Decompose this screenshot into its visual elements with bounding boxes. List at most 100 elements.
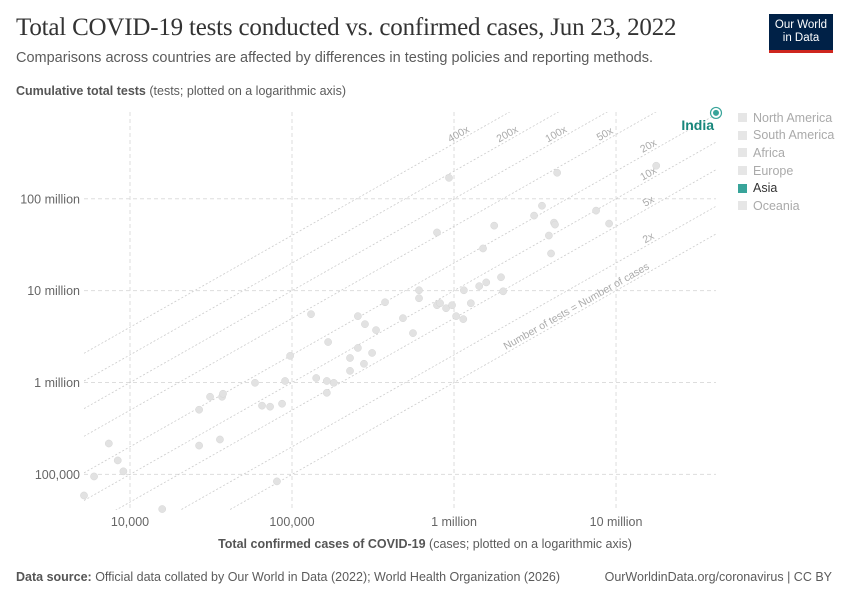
data-point	[322, 377, 331, 385]
legend-label: Europe	[753, 163, 794, 178]
data-point	[312, 374, 321, 382]
data-point	[195, 441, 203, 450]
data-point	[466, 299, 475, 308]
data-point	[452, 312, 460, 320]
data-point	[251, 378, 259, 387]
data-point	[381, 298, 389, 307]
data-point	[258, 401, 266, 410]
ratio-line	[84, 112, 560, 382]
data-point	[281, 377, 289, 385]
point-label-india: India	[681, 117, 714, 133]
ratio-line-label: Number of tests = Number of cases	[502, 261, 652, 353]
data-point	[219, 389, 227, 398]
data-point	[547, 249, 555, 258]
legend-label: Asia	[753, 181, 778, 196]
data-point	[195, 405, 203, 414]
data-point	[409, 329, 417, 337]
legend-swatch	[738, 183, 747, 193]
owid-logo[interactable]: Our World in Data	[769, 14, 833, 53]
data-point	[273, 477, 281, 486]
y-axis-label-bold: Cumulative total tests	[16, 84, 146, 98]
ratio-line	[179, 205, 716, 510]
data-point-india	[713, 109, 719, 116]
ratio-line	[84, 112, 608, 409]
legend: North America South America Africa Europe As…	[738, 109, 834, 215]
legend-item-africa[interactable]: Africa	[738, 144, 834, 162]
data-point	[158, 505, 167, 513]
data-point	[479, 244, 487, 253]
source-link[interactable]: OurWorldinData.org/coronavirus | CC BY	[604, 570, 832, 584]
ratio-line	[84, 141, 716, 501]
data-point	[652, 161, 661, 170]
data-point	[329, 378, 338, 387]
data-source-label: Data source:	[16, 570, 92, 584]
legend-swatch	[738, 130, 747, 140]
data-point	[490, 221, 499, 230]
data-point	[307, 310, 315, 319]
ratio-line-label: 2x	[641, 230, 657, 246]
legend-label: Africa	[753, 145, 785, 160]
x-axis-label-bold: Total confirmed cases of COVID-19	[218, 537, 426, 551]
legend-label: North America	[753, 110, 833, 125]
ratio-line	[228, 233, 716, 510]
ratio-line	[84, 112, 511, 354]
ratio-line	[84, 112, 657, 437]
data-point	[605, 219, 613, 228]
data-point	[499, 287, 508, 296]
data-point	[442, 304, 450, 313]
y-axis-label: Cumulative total tests (tests; plotted o…	[16, 84, 346, 98]
x-tick-label: 100,000	[269, 515, 314, 529]
ratio-line-label: 50x	[595, 125, 616, 144]
legend-swatch	[738, 113, 747, 123]
ratio-line-label: 5x	[641, 193, 657, 209]
chart-subtitle: Comparisons across countries are affecte…	[16, 50, 654, 66]
data-point	[90, 472, 98, 481]
ratio-line-label: 400x	[446, 123, 472, 145]
legend-item-south-america[interactable]: South America	[738, 127, 834, 145]
x-tick-label: 10 million	[590, 515, 643, 529]
data-point	[206, 392, 214, 401]
data-point	[80, 491, 88, 500]
legend-item-europe[interactable]: Europe	[738, 162, 834, 180]
data-point	[433, 228, 441, 237]
data-point	[436, 299, 444, 308]
data-point	[119, 467, 128, 476]
ratio-line-label: 200x	[495, 123, 521, 145]
data-point	[482, 278, 491, 287]
x-axis-label-rest: (cases; plotted on a logarithmic axis)	[425, 537, 632, 551]
data-point	[475, 282, 484, 290]
ratio-line-label: 100x	[543, 123, 569, 145]
data-point	[445, 173, 453, 182]
data-point	[113, 456, 122, 465]
data-point	[324, 338, 332, 346]
data-point	[448, 301, 456, 310]
legend-item-oceania[interactable]: Oceania	[738, 197, 834, 215]
data-point	[360, 359, 368, 368]
data-point	[553, 168, 561, 177]
legend-label: South America	[753, 128, 835, 143]
data-point	[346, 354, 354, 362]
y-axis-label-rest: (tests; plotted on a logarithmic axis)	[145, 84, 346, 98]
data-point	[354, 344, 362, 352]
data-point	[592, 206, 600, 215]
data-point	[286, 352, 294, 360]
data-point	[530, 211, 538, 220]
data-point	[322, 388, 331, 397]
data-point	[545, 231, 553, 240]
data-point	[354, 312, 362, 320]
data-point	[104, 439, 113, 448]
legend-swatch	[738, 201, 747, 211]
data-source: Data source: Official data collated by O…	[16, 570, 560, 584]
chart-title: Total COVID-19 tests conducted vs. confi…	[16, 14, 677, 41]
data-source-text: Official data collated by Our World in D…	[91, 570, 561, 584]
data-point	[266, 402, 274, 411]
legend-item-north-america[interactable]: North America	[738, 109, 834, 127]
data-point	[278, 399, 286, 408]
data-point	[459, 315, 468, 323]
data-point	[368, 349, 376, 357]
legend-item-asia[interactable]: Asia	[738, 179, 834, 197]
legend-swatch	[738, 166, 747, 176]
y-tick-label: 100 million	[20, 192, 80, 206]
